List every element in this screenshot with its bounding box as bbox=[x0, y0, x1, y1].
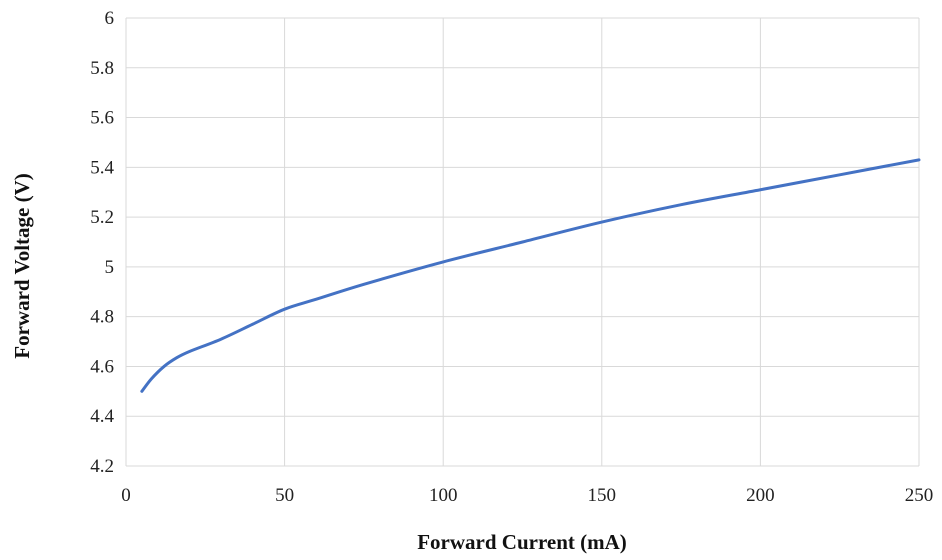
y-tick-label: 5.6 bbox=[90, 108, 114, 129]
y-tick-label: 5.4 bbox=[90, 157, 114, 178]
y-tick-label: 4.8 bbox=[90, 307, 114, 328]
y-tick-label: 4.6 bbox=[90, 356, 114, 377]
x-tick-label: 150 bbox=[588, 485, 617, 506]
series-line bbox=[140, 158, 921, 393]
y-tick-label: 5.2 bbox=[90, 207, 114, 228]
x-tick-label: 100 bbox=[429, 485, 458, 506]
x-tick-labels: 0 50 100 150 200 250 bbox=[121, 485, 933, 506]
x-axis-title: Forward Current (mA) bbox=[417, 530, 627, 554]
x-tick-label: 200 bbox=[746, 485, 775, 506]
x-tick-label: 50 bbox=[275, 485, 294, 506]
y-tick-label: 4.4 bbox=[90, 406, 114, 427]
series-layer bbox=[140, 158, 921, 393]
gridlines bbox=[125, 17, 920, 467]
y-tick-label: 5 bbox=[105, 257, 115, 278]
y-tick-label: 5.8 bbox=[90, 58, 114, 79]
x-tick-label: 0 bbox=[121, 485, 131, 506]
y-tick-labels: 4.2 4.4 4.6 4.8 5 5.2 5.4 5.6 5.8 6 bbox=[90, 8, 114, 477]
x-tick-label: 250 bbox=[905, 485, 934, 506]
y-axis-title: Forward Voltage (V) bbox=[10, 173, 34, 358]
y-tick-label: 6 bbox=[105, 8, 115, 29]
y-tick-label: 4.2 bbox=[90, 456, 114, 477]
